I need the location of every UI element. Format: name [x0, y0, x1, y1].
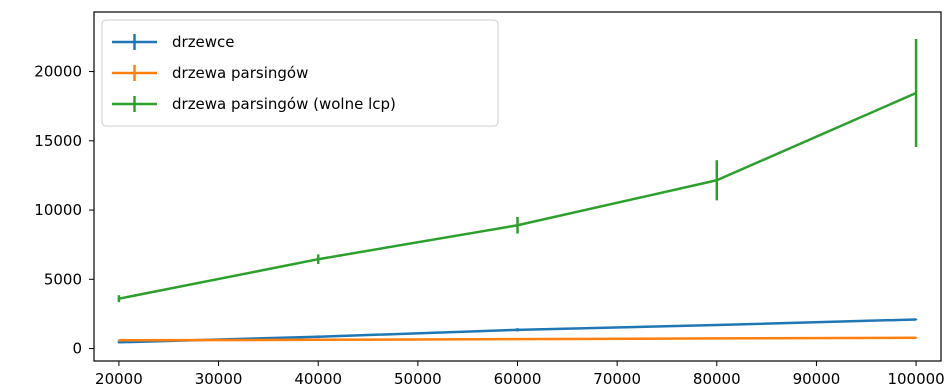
- series-1: [117, 318, 918, 344]
- x-tick-label: 70000: [593, 370, 641, 388]
- series-3: [117, 39, 918, 303]
- plot-area: [117, 39, 918, 344]
- x-tick-label: 80000: [693, 370, 741, 388]
- x-tick-label: 60000: [494, 370, 542, 388]
- y-tick-label: 5000: [44, 270, 82, 288]
- legend-label: drzewa parsingów: [172, 64, 308, 82]
- legend-label: drzewce: [172, 33, 235, 51]
- legend-label: drzewa parsingów (wolne lcp): [172, 95, 396, 113]
- legend-item: drzewce: [112, 33, 235, 51]
- plot-frame: [93, 11, 942, 362]
- y-tick-label: 10000: [34, 201, 82, 219]
- legend-box: [101, 19, 499, 127]
- y-axis: 0 5000 10000 15000 20000: [34, 63, 94, 358]
- x-tick-label: 100000: [887, 370, 944, 388]
- legend: drzewce drzewa parsingów drzewa parsingów …: [101, 19, 499, 127]
- x-axis: 20000 30000 40000 50000 60000 70000 80000 90000…: [95, 361, 945, 388]
- series-2: [117, 336, 918, 342]
- x-tick-label: 20000: [95, 370, 143, 388]
- y-tick-label: 0: [72, 340, 82, 358]
- y-tick-label: 20000: [34, 63, 82, 81]
- legend-item: drzewa parsingów (wolne lcp): [112, 95, 396, 113]
- x-tick-label: 90000: [793, 370, 841, 388]
- x-tick-label: 50000: [394, 370, 442, 388]
- legend-item: drzewa parsingów: [112, 64, 308, 82]
- x-tick-label: 30000: [195, 370, 243, 388]
- y-tick-label: 15000: [34, 132, 82, 150]
- x-tick-label: 40000: [294, 370, 342, 388]
